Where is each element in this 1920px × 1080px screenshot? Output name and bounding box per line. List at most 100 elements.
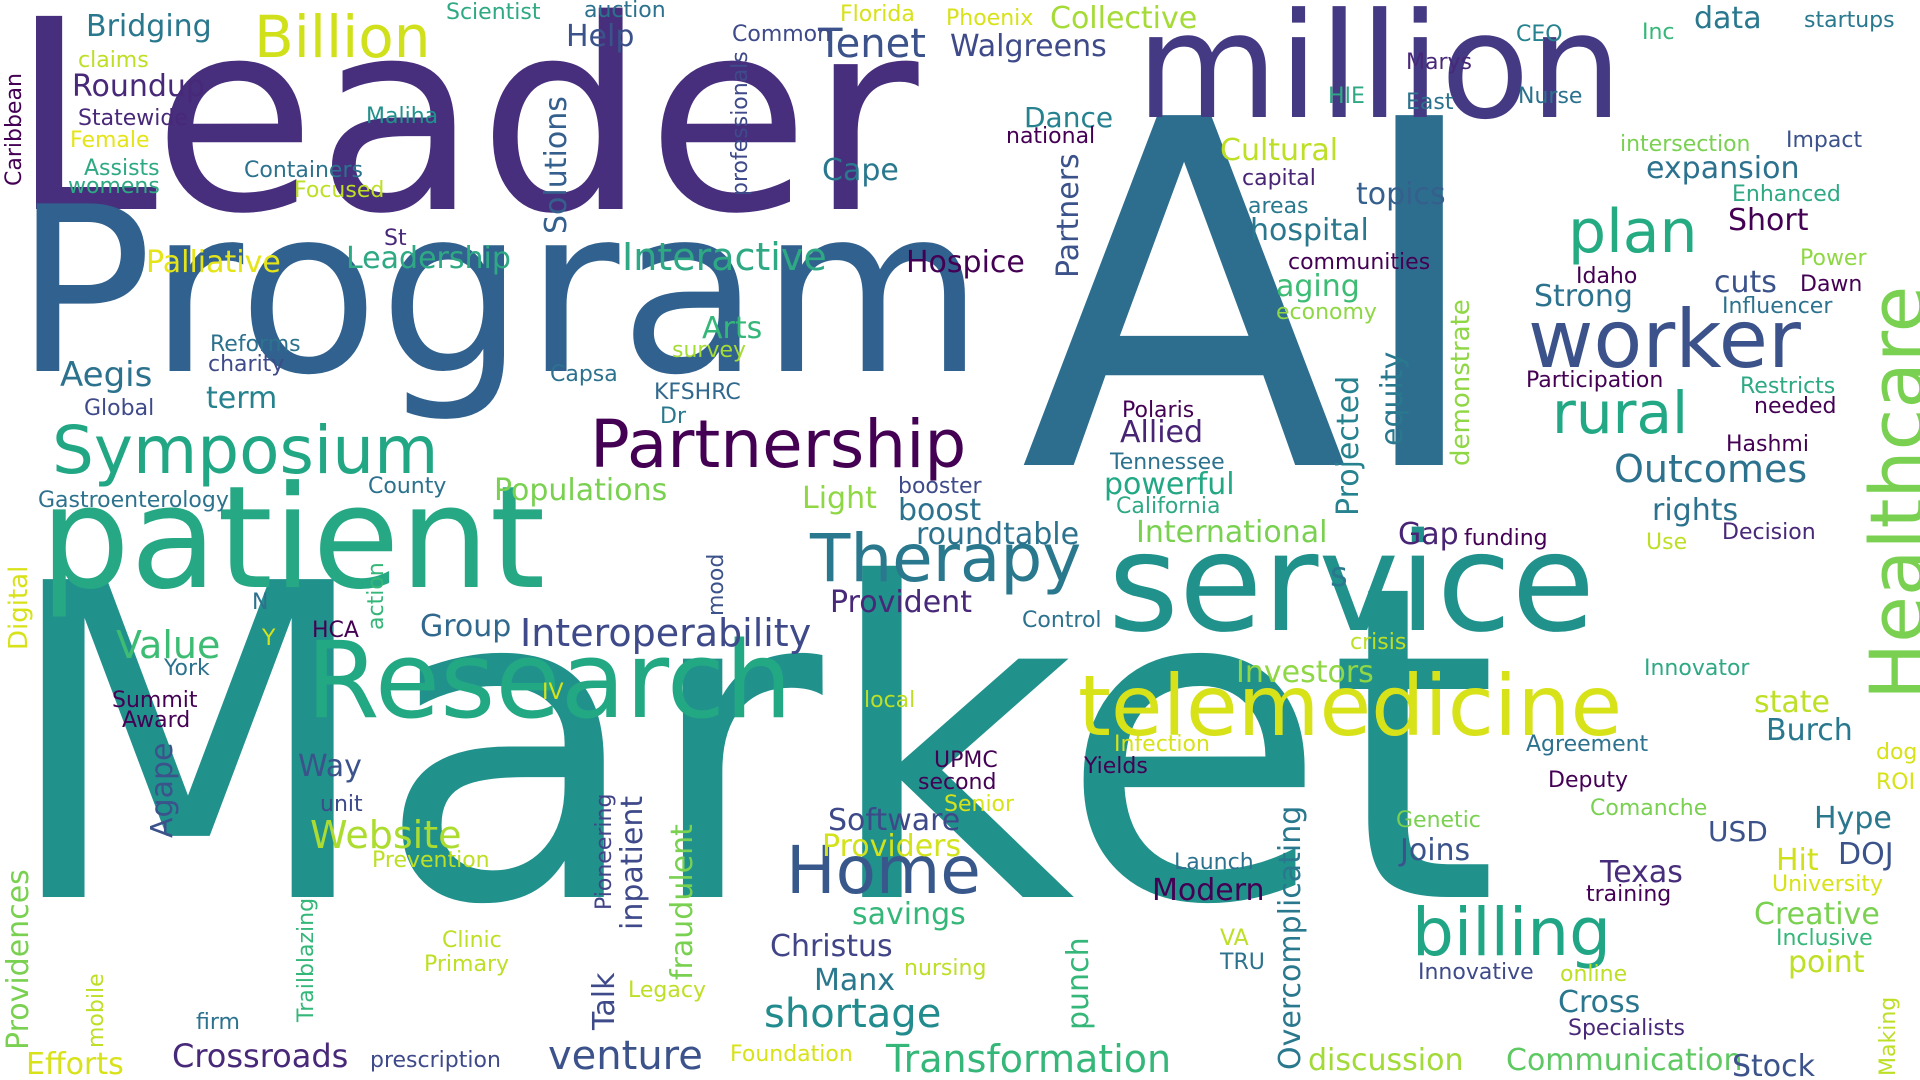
word-punch: punch [1061, 937, 1096, 1030]
word-startups: startups [1804, 8, 1895, 33]
word-inclusive: Inclusive [1776, 926, 1873, 951]
word-caribbean: Caribbean [2, 73, 27, 186]
word-gastroenterology: Gastroenterology [38, 488, 229, 513]
word-cape: Cape [822, 153, 899, 188]
word-roundtable: roundtable [916, 517, 1080, 552]
word-st: St [384, 226, 407, 251]
word-s: s [1330, 555, 1348, 595]
word-boost: boost [898, 493, 982, 528]
word-online: online [1560, 962, 1628, 987]
word-funding: funding [1464, 526, 1548, 551]
word-texas: Texas [1600, 855, 1683, 890]
word-powerful: powerful [1104, 467, 1235, 502]
word-assists: Assists [84, 156, 160, 181]
word-tennessee: Tennessee [1110, 450, 1225, 475]
word-auction: auction [584, 0, 666, 23]
word-gap: Gap [1398, 517, 1459, 552]
word-global: Global [84, 396, 155, 421]
word-idaho: Idaho [1576, 264, 1638, 289]
word-usd: USD [1708, 815, 1768, 848]
word-group: Group [420, 609, 512, 644]
word-legacy: Legacy [628, 978, 706, 1003]
word-talk: Talk [587, 972, 622, 1030]
word-billing: billing [1412, 894, 1611, 971]
word-partners: Partners [1051, 153, 1086, 278]
word-foundation: Foundation [730, 1042, 853, 1067]
word-telemedicine: telemedicine [1078, 657, 1623, 755]
word-east: East [1406, 90, 1454, 115]
word-website: Website [310, 813, 462, 857]
word-award: Award [122, 708, 191, 733]
word-doj: DOJ [1838, 837, 1894, 872]
word-short: Short [1728, 203, 1809, 238]
word-cultural: Cultural [1220, 133, 1339, 168]
word-womens: womens [68, 174, 160, 199]
word-expansion: expansion [1646, 151, 1800, 186]
word-walgreens: Walgreens [950, 29, 1107, 64]
word-million: million [1136, 0, 1623, 152]
word-inc: Inc [1642, 20, 1675, 45]
word-worker: worker [1528, 293, 1801, 386]
word-reforms: Reforms [210, 332, 301, 357]
word-launch: Launch [1174, 850, 1254, 875]
word-manx: Manx [814, 963, 896, 998]
word-mood: mood [704, 553, 729, 616]
word-crisis: crisis [1350, 630, 1407, 655]
word-stock: Stock [1732, 1049, 1816, 1080]
word-point: point [1788, 945, 1865, 980]
word-national: national [1006, 124, 1096, 149]
word-capsa: Capsa [550, 362, 618, 387]
word-plan: plan [1568, 197, 1698, 267]
word-innovator: Innovator [1644, 656, 1750, 681]
word-impact: Impact [1786, 128, 1863, 153]
word-topics: topics [1356, 177, 1446, 212]
word-hie: HIE [1328, 84, 1365, 109]
word-capital: capital [1242, 166, 1316, 191]
word-christus: Christus [770, 929, 893, 964]
word-second: second [918, 770, 997, 795]
word-upmc: UPMC [934, 748, 998, 773]
word-modern: Modern [1152, 873, 1265, 908]
word-york: York [164, 656, 210, 681]
word-statewide: Statewide [78, 106, 188, 131]
word-action: action [364, 562, 389, 630]
word-firm: firm [196, 1010, 240, 1035]
word-rural: rural [1552, 379, 1689, 447]
word-program: Program [14, 159, 985, 426]
word-partnership: Partnership [590, 406, 967, 483]
word-tru: TRU [1220, 950, 1265, 975]
word-california: California [1116, 494, 1221, 519]
word-economy: economy [1276, 300, 1377, 325]
word-county: County [368, 474, 447, 499]
word-female: Female [70, 128, 150, 153]
word-communication: Communication [1506, 1043, 1743, 1078]
word-creative: Creative [1754, 897, 1880, 932]
word-primary: Primary [424, 952, 510, 977]
word-software: Software [828, 803, 961, 838]
word-solutions: Solutions [539, 96, 574, 234]
word-hashmi: Hashmi [1726, 432, 1809, 457]
word-innovative: Innovative [1418, 960, 1534, 985]
word-international: International [1136, 515, 1328, 550]
word-cuts: cuts [1714, 265, 1777, 300]
word-prescription: prescription [370, 1048, 501, 1073]
word-unit: unit [320, 792, 363, 817]
word-populations: Populations [494, 473, 668, 508]
word-y: Y [262, 626, 276, 651]
word-containers: Containers [244, 158, 363, 183]
word-survey: survey [672, 338, 747, 363]
word-booster: booster [898, 474, 982, 499]
word-yields: Yields [1084, 754, 1148, 779]
word-efforts: Efforts [26, 1047, 124, 1080]
word-trailblazing: Trailblazing [294, 897, 319, 1022]
word-healthcare: Healthcare [1853, 285, 1920, 700]
word-service: service [1108, 505, 1596, 663]
word-arts: Arts [702, 311, 763, 346]
word-influencer: Influencer [1722, 294, 1833, 319]
word-provident: Provident [830, 585, 972, 620]
word-dance: Dance [1024, 101, 1114, 134]
word-restricts: Restricts [1740, 374, 1836, 399]
word-roundup: Roundup [72, 69, 205, 104]
word-professionals: professionals [728, 51, 753, 196]
word-hit: Hit [1776, 843, 1819, 878]
